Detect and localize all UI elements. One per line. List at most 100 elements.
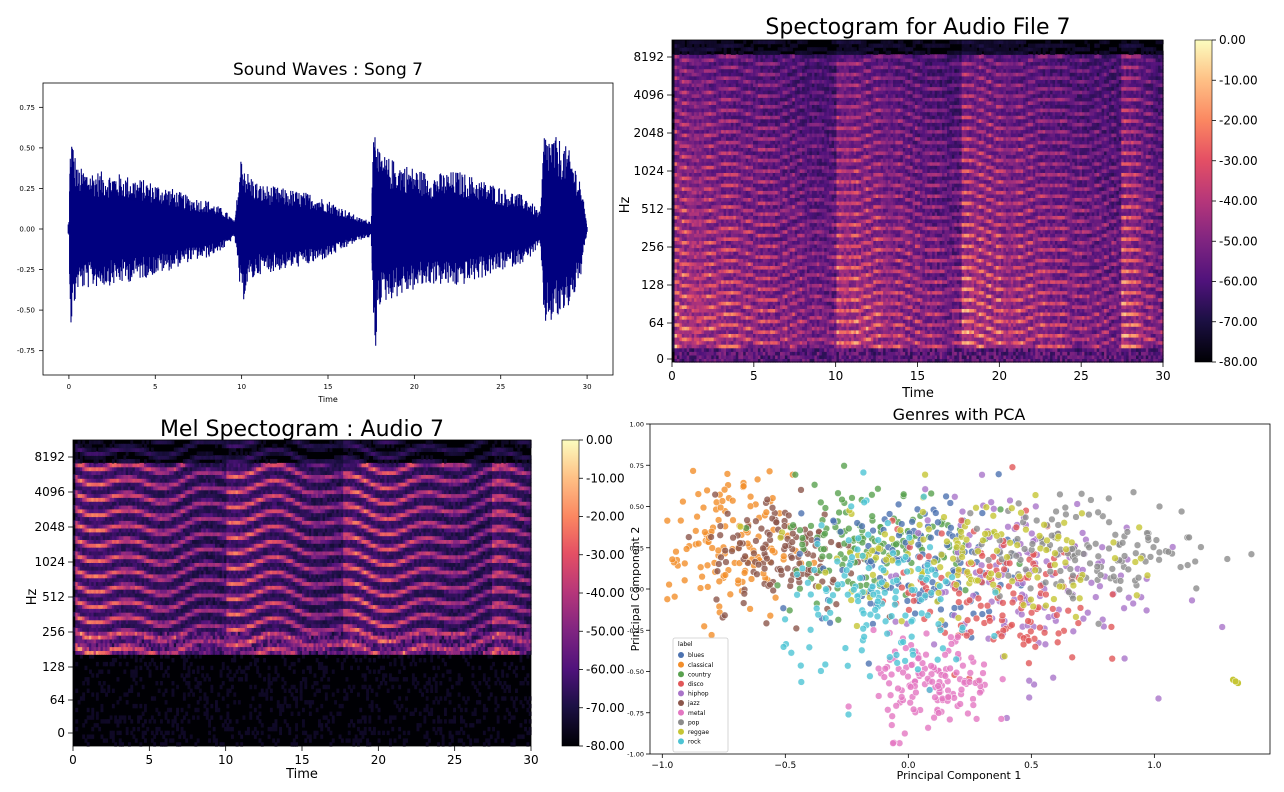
point-hiphop — [1007, 497, 1014, 504]
point-metal — [981, 661, 988, 668]
point-pop — [1080, 551, 1087, 558]
point-pop — [1248, 551, 1255, 558]
point-reggae — [897, 527, 904, 534]
point-blues — [979, 510, 986, 517]
legend: labelbluesclassicalcountrydiscohiphopjaz… — [673, 638, 728, 752]
point-hiphop — [1032, 503, 1039, 510]
point-blues — [798, 510, 805, 517]
point-disco — [1037, 624, 1044, 631]
point-blues — [947, 500, 954, 507]
point-country — [900, 491, 907, 498]
point-disco — [1032, 643, 1039, 650]
point-rock — [909, 587, 916, 594]
point-metal — [898, 694, 905, 701]
point-rock — [850, 586, 857, 593]
point-reggae — [1133, 592, 1140, 599]
point-reggae — [1007, 539, 1014, 546]
point-metal — [965, 710, 972, 717]
y-tick-label: 64 — [649, 316, 664, 330]
y-tick-label: 8192 — [633, 50, 664, 64]
point-disco — [1028, 609, 1035, 616]
point-metal — [913, 689, 920, 696]
point-metal — [893, 702, 900, 709]
point-reggae — [1044, 537, 1051, 544]
x-tick-label: 20 — [371, 753, 386, 767]
point-classical — [724, 471, 731, 478]
point-reggae — [1008, 505, 1015, 512]
point-classical — [767, 612, 774, 619]
point-rock — [878, 579, 885, 586]
point-classical — [709, 545, 716, 552]
point-metal — [923, 651, 930, 658]
point-blues — [915, 541, 922, 548]
point-reggae — [889, 536, 896, 543]
point-disco — [964, 617, 971, 624]
legend-label: disco — [688, 681, 704, 688]
legend-label: hiphop — [688, 691, 709, 698]
legend-marker-country — [678, 671, 684, 677]
point-pop — [1153, 537, 1160, 544]
point-rock — [811, 567, 818, 574]
point-disco — [973, 615, 980, 622]
y-tick-label: 64 — [50, 693, 65, 707]
point-jazz — [714, 568, 721, 575]
point-rock — [845, 711, 852, 718]
point-rock — [806, 644, 813, 651]
point-pop — [1027, 585, 1034, 592]
point-pop — [1087, 560, 1094, 567]
point-reggae — [955, 615, 962, 622]
legend-marker-blues — [678, 652, 684, 658]
point-classical — [664, 596, 671, 603]
point-jazz — [754, 571, 761, 578]
point-reggae — [1132, 559, 1139, 566]
point-hiphop — [1026, 677, 1033, 684]
point-rock — [936, 583, 943, 590]
point-reggae — [1028, 596, 1035, 603]
y-tick-label: 8192 — [34, 450, 65, 464]
point-rock — [935, 621, 942, 628]
x-axis-label: Time — [285, 767, 318, 782]
point-classical — [701, 623, 708, 630]
point-disco — [1027, 628, 1034, 635]
spectrogram-cells — [672, 40, 1164, 363]
point-rock — [822, 615, 829, 622]
point-reggae — [1026, 571, 1033, 578]
point-jazz — [740, 600, 747, 607]
point-pop — [1066, 589, 1073, 596]
point-jazz — [713, 596, 720, 603]
point-metal — [875, 693, 882, 700]
y-tick-label: -0.50 — [17, 307, 35, 315]
point-pop — [1073, 514, 1080, 521]
point-reggae — [938, 551, 945, 558]
point-reggae — [1041, 521, 1048, 528]
point-classical — [666, 581, 673, 588]
point-pop — [1110, 573, 1117, 580]
x-tick-label: 15 — [910, 369, 925, 383]
y-tick-label: 0 — [57, 726, 65, 740]
point-rock — [884, 630, 891, 637]
point-classical — [677, 517, 684, 524]
point-pop — [1095, 509, 1102, 516]
point-jazz — [723, 559, 730, 566]
point-blues — [867, 600, 874, 607]
point-pop — [1116, 586, 1123, 593]
point-metal — [929, 678, 936, 685]
point-metal — [942, 673, 949, 680]
point-blues — [948, 524, 955, 531]
point-rock — [918, 610, 925, 617]
point-blues — [895, 501, 902, 508]
point-reggae — [1061, 519, 1068, 526]
point-pop — [1165, 548, 1172, 555]
point-jazz — [758, 525, 765, 532]
point-jazz — [724, 510, 731, 517]
point-metal — [935, 683, 942, 690]
point-metal — [882, 665, 889, 672]
point-jazz — [685, 534, 692, 541]
point-reggae — [968, 559, 975, 566]
point-blues — [912, 610, 919, 617]
point-rock — [886, 654, 893, 661]
point-classical — [690, 468, 697, 475]
point-metal — [884, 706, 891, 713]
y-tick-label: 256 — [42, 625, 65, 639]
